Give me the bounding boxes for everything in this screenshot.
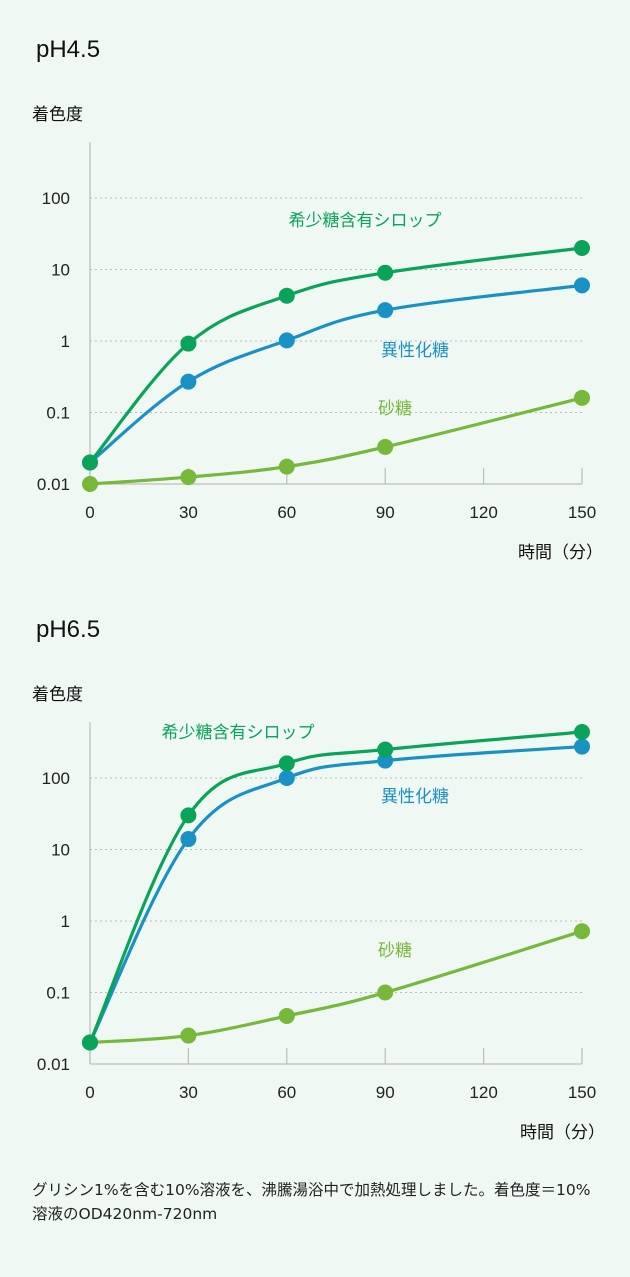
data-point: [180, 807, 197, 824]
data-point: [180, 1027, 197, 1044]
y-tick-label: 100: [42, 189, 70, 208]
x-tick-label: 0: [85, 1083, 94, 1102]
chart-title-ph45: pH4.5: [36, 36, 101, 63]
x-tick-label: 0: [85, 503, 94, 522]
series-label: 砂糖: [378, 399, 412, 419]
series-line: [88, 744, 584, 1045]
footnote: グリシン1%を含む10%溶液を、沸騰湯浴中で加熱処理しました。着色度＝10%溶液…: [32, 1181, 591, 1223]
y-tick-label: 1: [61, 332, 70, 351]
x-tick-label: 150: [568, 503, 596, 522]
data-point: [574, 277, 590, 294]
chart-ph45: 0.01 0.1 1 10 100 0 30 60 90 120 150 希少糖含有シロップ異性化糖砂…: [37, 142, 596, 522]
chart-title-ph65: pH6.5: [36, 616, 101, 643]
data-point: [180, 469, 197, 486]
series-line: [88, 929, 584, 1045]
data-point: [377, 752, 394, 769]
data-point: [278, 1007, 295, 1024]
x-axis-label-ph45: 時間（分）: [518, 543, 603, 563]
x-tick-label: 30: [179, 503, 198, 522]
chart-ph65: 0.01 0.1 1 10 100 0 30 60 90 120 150 希少糖含有シロップ異性化糖砂…: [37, 722, 596, 1102]
x-tick-label: 90: [376, 503, 395, 522]
data-point: [574, 389, 590, 406]
series-line: [88, 730, 584, 1045]
data-point: [278, 287, 295, 304]
y-tick-label: 0.1: [46, 404, 70, 423]
data-point: [377, 264, 394, 281]
y-tick-label: 0.01: [37, 1055, 70, 1074]
data-point: [82, 476, 98, 492]
data-point: [82, 454, 98, 471]
x-tick-label: 150: [568, 1083, 596, 1102]
y-axis-label-ph45: 着色度: [32, 105, 83, 125]
data-point: [278, 755, 295, 772]
series-label: 希少糖含有シロップ: [162, 723, 315, 743]
series-label: 異性化糖: [381, 787, 449, 807]
y-tick-label: 10: [51, 261, 70, 280]
data-point: [377, 984, 394, 1001]
y-axis-label-ph65: 着色度: [32, 685, 83, 705]
data-point: [377, 302, 394, 319]
data-point: [377, 438, 394, 455]
x-tick-label: 60: [277, 503, 296, 522]
y-tick-label: 0.1: [46, 984, 70, 1003]
data-point: [377, 741, 394, 758]
data-point: [82, 1034, 98, 1051]
data-point: [278, 770, 295, 786]
y-tick-label: 1: [61, 912, 70, 931]
series-line: [88, 246, 584, 465]
data-point: [180, 831, 197, 848]
x-axis-label-ph65: 時間（分）: [520, 1123, 605, 1143]
x-tick-label: 120: [469, 503, 497, 522]
y-tick-label: 100: [42, 769, 70, 788]
data-point: [574, 239, 590, 256]
x-tick-label: 120: [469, 1083, 497, 1102]
y-tick-label: 0.01: [37, 475, 70, 494]
series-line: [88, 396, 584, 486]
data-point: [574, 738, 590, 755]
x-tick-label: 60: [277, 1083, 296, 1102]
series-line: [88, 283, 584, 465]
data-point: [574, 723, 590, 740]
data-point: [180, 335, 197, 352]
data-point: [574, 923, 590, 940]
x-tick-label: 90: [376, 1083, 395, 1102]
y-tick-label: 10: [51, 841, 70, 860]
x-tick-label: 30: [179, 1083, 198, 1102]
series-label: 希少糖含有シロップ: [289, 211, 442, 231]
series-label: 砂糖: [378, 941, 412, 961]
data-point: [278, 332, 295, 349]
series-label: 異性化糖: [381, 341, 449, 361]
data-point: [278, 458, 295, 475]
data-point: [180, 373, 197, 390]
